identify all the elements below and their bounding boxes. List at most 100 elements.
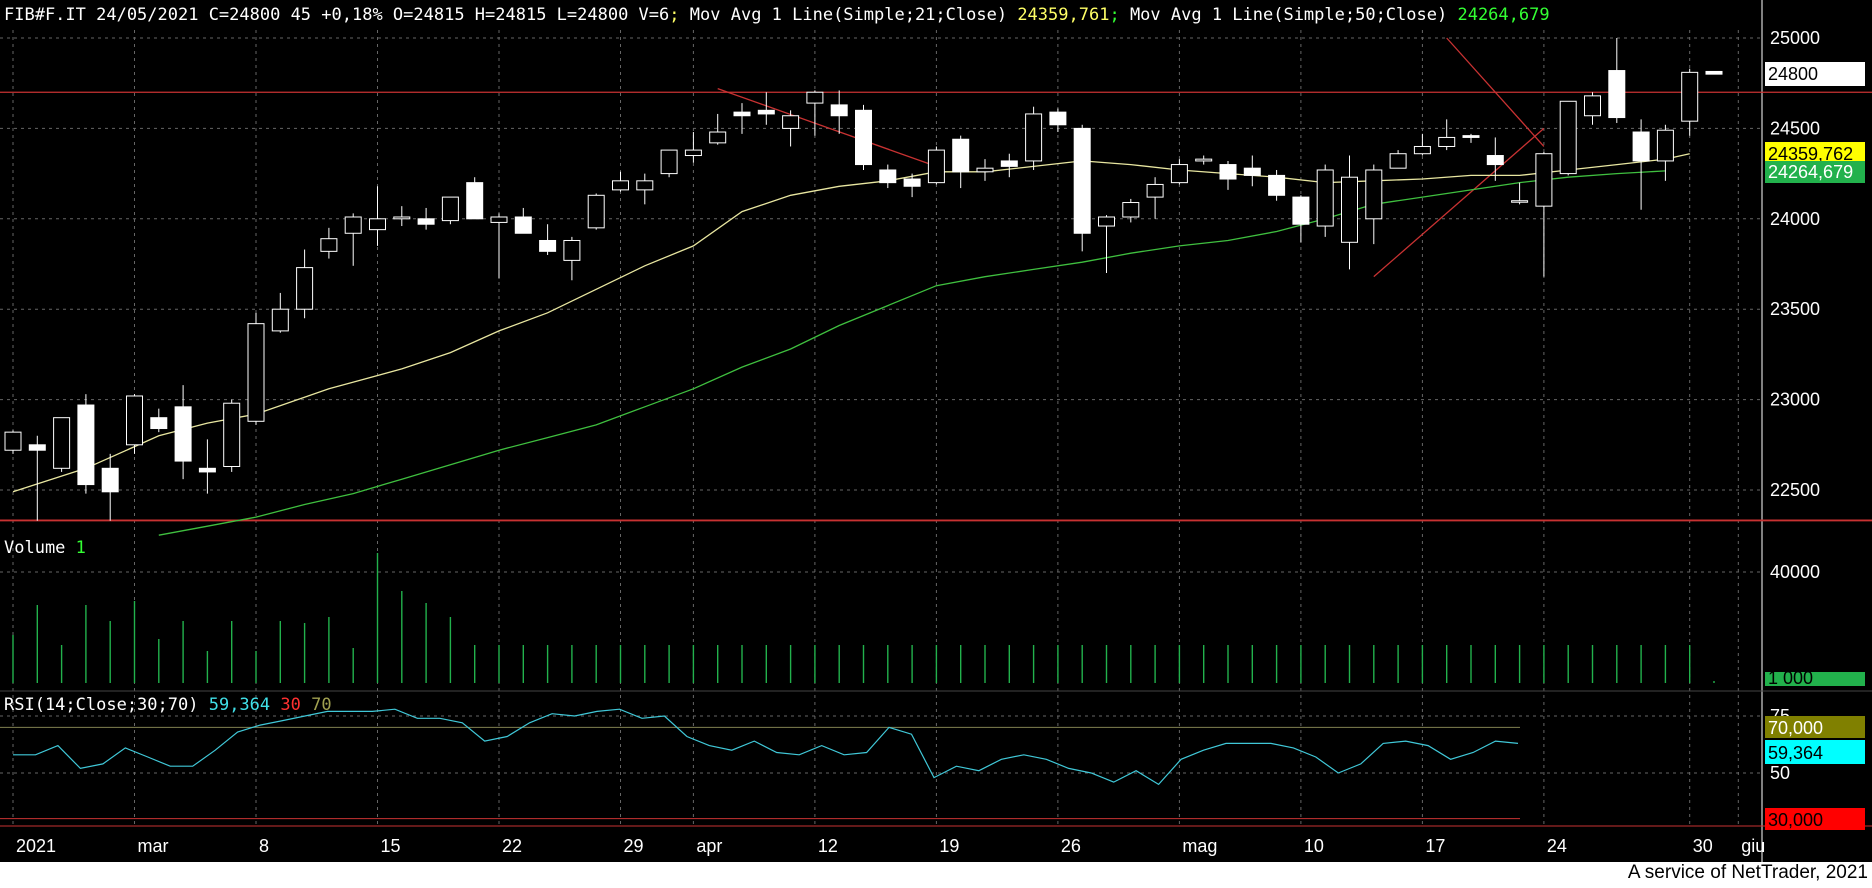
ma50-value-box: 24264,679	[1765, 161, 1865, 183]
candle	[296, 249, 314, 319]
candle-body	[441, 196, 459, 222]
candle-body	[271, 308, 289, 332]
candle-body	[1170, 164, 1188, 184]
candle	[417, 207, 435, 230]
trendline	[1373, 127, 1545, 278]
candle-body	[1413, 145, 1431, 155]
date-tick-label: 2021	[16, 836, 56, 856]
candle	[1146, 177, 1164, 219]
candle-body	[369, 218, 386, 231]
date-tick-label: 12	[818, 836, 838, 856]
candle-body	[1195, 158, 1213, 162]
price-tick-label: 24500	[1770, 118, 1820, 138]
candle-body	[1438, 136, 1456, 147]
candle	[1584, 92, 1601, 125]
candle	[1559, 100, 1577, 176]
svg-text:30,000: 30,000	[1768, 810, 1823, 830]
candle-body	[393, 216, 411, 220]
candle-body	[927, 149, 945, 184]
date-tick-label: 26	[1061, 836, 1081, 856]
candle-body	[563, 239, 581, 261]
rsi-tick-label: 50	[1770, 763, 1790, 783]
candle	[587, 193, 605, 230]
candle	[101, 453, 119, 521]
candle	[77, 394, 95, 494]
date-tick-label: 15	[381, 836, 401, 856]
candle-body	[660, 149, 678, 175]
candle-body	[636, 180, 654, 191]
candle-body	[247, 323, 265, 422]
date-tick-label: giu	[1741, 836, 1765, 856]
candle-body	[757, 109, 775, 115]
candle	[709, 113, 727, 145]
trendline	[1446, 37, 1545, 147]
volume-min-box: 1 000	[1765, 668, 1865, 688]
candle	[684, 132, 702, 163]
candle	[1268, 169, 1286, 201]
candle	[1705, 70, 1723, 75]
svg-text:24800: 24800	[1768, 64, 1818, 84]
volume-bars	[12, 553, 1715, 683]
price-axis: 225002300023500240002450025000400007550	[1770, 28, 1820, 783]
candle-body	[1584, 95, 1601, 117]
candle-body	[466, 182, 484, 220]
panel-borders	[0, 0, 1872, 862]
candle	[952, 135, 970, 189]
candle	[1049, 108, 1067, 133]
candle	[247, 312, 265, 425]
candle-body	[1025, 113, 1043, 162]
candle	[1316, 164, 1334, 237]
candle	[927, 146, 945, 185]
candle	[223, 399, 241, 472]
candle	[369, 186, 386, 246]
candle-body	[587, 194, 605, 229]
candle-body	[53, 417, 71, 469]
candle-body	[223, 402, 241, 467]
date-tick-label: 10	[1304, 836, 1324, 856]
candle	[28, 435, 46, 521]
candle	[1000, 153, 1018, 178]
header-ma50-label: Mov Avg 1 Line(Simple;50;Close)	[1130, 5, 1447, 25]
candle	[636, 173, 654, 205]
svg-text:70,000: 70,000	[1768, 718, 1823, 738]
candle-body	[28, 444, 46, 451]
candle-body	[830, 104, 848, 117]
candles	[4, 38, 1723, 521]
candle	[126, 394, 143, 454]
candle	[53, 417, 71, 472]
candle-body	[1705, 70, 1723, 75]
candle-body	[1462, 135, 1480, 138]
candle	[1389, 150, 1407, 169]
candle-body	[684, 149, 702, 157]
rsi-panel-title: RSI(14;Close;30;70) 59,364 30 70	[4, 695, 332, 715]
candle	[1632, 119, 1650, 210]
candle	[174, 385, 192, 480]
candle-body	[952, 138, 970, 173]
candle	[1365, 164, 1383, 245]
candle	[782, 110, 800, 147]
candle-body	[514, 216, 532, 234]
candle	[1195, 155, 1213, 165]
candle-body	[976, 167, 994, 173]
price-tick-label: 25000	[1770, 28, 1820, 48]
price-tick-label: 23000	[1770, 390, 1820, 410]
candle-body	[1632, 131, 1650, 162]
candle-body	[1656, 129, 1674, 162]
candle-body	[417, 218, 435, 225]
rsi70-value-box: 70,000	[1765, 716, 1865, 738]
svg-text:1 000: 1 000	[1768, 668, 1813, 688]
candle-body	[296, 267, 314, 310]
date-tick-label: 8	[259, 836, 269, 856]
candle	[660, 149, 678, 178]
candle	[612, 171, 629, 192]
candle	[320, 227, 338, 259]
volume-tick-label: 40000	[1770, 562, 1820, 582]
date-tick-label: mar	[138, 836, 169, 856]
svg-text:24264,679: 24264,679	[1768, 162, 1853, 182]
candle	[1025, 106, 1043, 170]
price-tick-label: 23500	[1770, 299, 1820, 319]
trendline	[717, 88, 937, 167]
candle-body	[1365, 169, 1383, 220]
candle-body	[1049, 111, 1067, 126]
